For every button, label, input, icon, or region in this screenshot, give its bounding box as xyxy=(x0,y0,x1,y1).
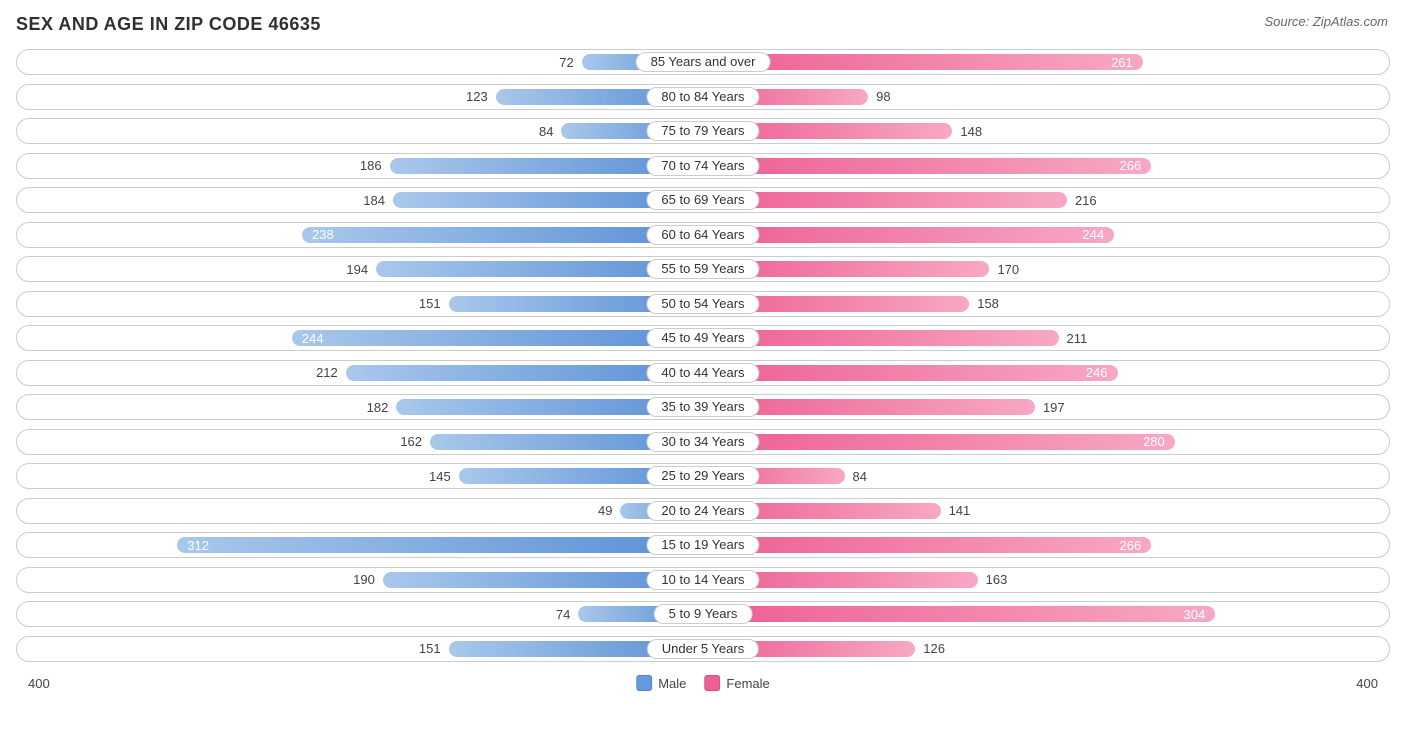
male-value: 312 xyxy=(177,537,703,553)
chart-row: 84 148 75 to 79 Years xyxy=(16,118,1390,144)
chart-row: 151 126 Under 5 Years xyxy=(16,636,1390,662)
category-label: 65 to 69 Years xyxy=(646,190,759,210)
female-value: 126 xyxy=(915,641,1377,657)
category-label: Under 5 Years xyxy=(647,639,759,659)
male-swatch xyxy=(636,675,652,691)
category-label: 70 to 74 Years xyxy=(646,156,759,176)
axis-left-max: 400 xyxy=(28,676,50,691)
male-value: 186 xyxy=(29,158,390,174)
male-value: 238 xyxy=(302,227,703,243)
chart-row: 162 28030 to 34 Years xyxy=(16,429,1390,455)
female-value: 266 xyxy=(703,537,1151,553)
category-label: 45 to 49 Years xyxy=(646,328,759,348)
category-label: 75 to 79 Years xyxy=(646,121,759,141)
category-label: 15 to 19 Years xyxy=(646,535,759,555)
female-value: 266 xyxy=(703,158,1151,174)
male-value: 123 xyxy=(29,89,496,105)
chart-row: 184 216 65 to 69 Years xyxy=(16,187,1390,213)
chart-row: 182 197 35 to 39 Years xyxy=(16,394,1390,420)
chart-row: 7226185 Years and over xyxy=(16,49,1390,75)
female-value: 246 xyxy=(703,365,1118,381)
axis-right-max: 400 xyxy=(1356,676,1378,691)
legend-item-male: Male xyxy=(636,675,686,691)
male-value: 194 xyxy=(29,261,376,277)
male-value: 151 xyxy=(29,296,449,312)
female-value: 304 xyxy=(703,606,1215,622)
male-value: 190 xyxy=(29,572,383,588)
category-label: 30 to 34 Years xyxy=(646,432,759,452)
chart-row: 31226615 to 19 Years xyxy=(16,532,1390,558)
male-value: 49 xyxy=(29,503,620,519)
female-value: 98 xyxy=(868,89,1377,105)
female-value: 197 xyxy=(1035,399,1377,415)
category-label: 20 to 24 Years xyxy=(646,501,759,521)
male-value: 184 xyxy=(29,192,393,208)
category-label: 5 to 9 Years xyxy=(654,604,753,624)
category-label: 55 to 59 Years xyxy=(646,259,759,279)
legend-label-male: Male xyxy=(658,676,686,691)
category-label: 50 to 54 Years xyxy=(646,294,759,314)
male-value: 145 xyxy=(29,468,459,484)
male-value: 212 xyxy=(29,365,346,381)
legend-item-female: Female xyxy=(704,675,769,691)
legend: Male Female xyxy=(636,675,770,691)
category-label: 10 to 14 Years xyxy=(646,570,759,590)
male-value: 84 xyxy=(29,123,561,139)
chart-footer: 400 Male Female 400 xyxy=(10,670,1396,696)
male-value: 151 xyxy=(29,641,449,657)
chart-row: 151 158 50 to 54 Years xyxy=(16,291,1390,317)
category-label: 80 to 84 Years xyxy=(646,87,759,107)
chart-source: Source: ZipAtlas.com xyxy=(1264,14,1388,29)
chart-row: 186 26670 to 74 Years xyxy=(16,153,1390,179)
category-label: 35 to 39 Years xyxy=(646,397,759,417)
category-label: 60 to 64 Years xyxy=(646,225,759,245)
diverging-bar-chart: 7226185 Years and over 123 98 80 to 84 Year… xyxy=(10,49,1396,662)
female-value: 280 xyxy=(703,434,1175,450)
chart-row: 49 141 20 to 24 Years xyxy=(16,498,1390,524)
female-value: 163 xyxy=(978,572,1377,588)
chart-row: 123 98 80 to 84 Years xyxy=(16,84,1390,110)
category-label: 25 to 29 Years xyxy=(646,466,759,486)
chart-row: 212 24640 to 44 Years xyxy=(16,360,1390,386)
chart-row: 145 84 25 to 29 Years xyxy=(16,463,1390,489)
female-swatch xyxy=(704,675,720,691)
chart-row: 74 3045 to 9 Years xyxy=(16,601,1390,627)
male-value: 162 xyxy=(29,434,430,450)
category-label: 40 to 44 Years xyxy=(646,363,759,383)
legend-label-female: Female xyxy=(726,676,769,691)
chart-row: 194 170 55 to 59 Years xyxy=(16,256,1390,282)
female-value: 141 xyxy=(941,503,1377,519)
female-value: 216 xyxy=(1067,192,1377,208)
chart-row: 244 211 45 to 49 Years xyxy=(16,325,1390,351)
category-label: 85 Years and over xyxy=(636,52,771,72)
female-value: 148 xyxy=(952,123,1377,139)
chart-title: SEX AND AGE IN ZIP CODE 46635 xyxy=(10,10,1396,49)
female-value: 170 xyxy=(989,261,1377,277)
chart-row: 23824460 to 64 Years xyxy=(16,222,1390,248)
male-value: 244 xyxy=(292,330,703,346)
female-value: 158 xyxy=(969,296,1377,312)
male-value: 182 xyxy=(29,399,396,415)
male-value: 74 xyxy=(29,606,578,622)
female-value: 211 xyxy=(1059,330,1377,346)
male-value: 72 xyxy=(29,54,582,70)
female-value: 244 xyxy=(703,227,1114,243)
chart-row: 190 163 10 to 14 Years xyxy=(16,567,1390,593)
female-value: 84 xyxy=(845,468,1377,484)
